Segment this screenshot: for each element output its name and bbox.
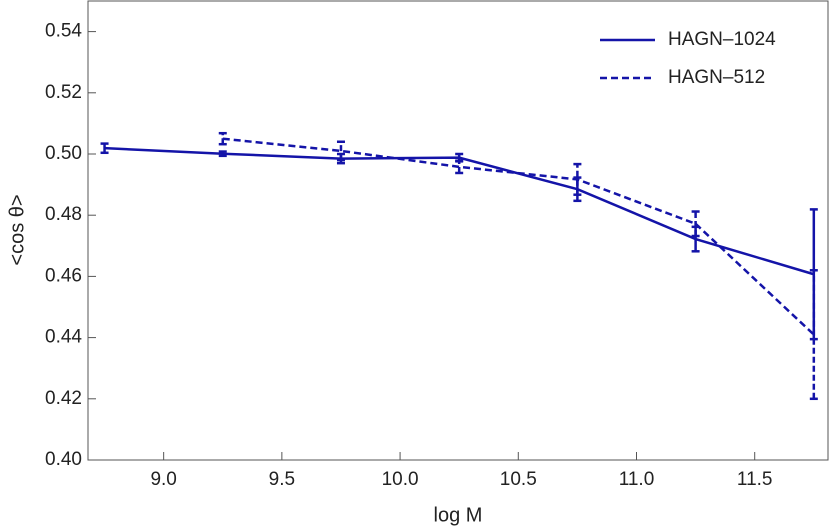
y-tick-label: 0.44 [45, 327, 82, 348]
x-tick-label: 9.0 [150, 469, 176, 490]
x-axis-title: log M [434, 504, 483, 526]
y-tick-label: 0.46 [45, 265, 82, 286]
y-axis-title: <cos θ> [6, 194, 28, 265]
legend-label: HAGN–1024 [668, 29, 776, 50]
y-tick-label: 0.42 [45, 388, 82, 409]
x-tick-label: 9.5 [269, 469, 295, 490]
x-tick-label: 11.0 [619, 469, 655, 490]
series-line [222, 137, 697, 225]
y-tick-label: 0.50 [45, 143, 82, 164]
y-tick-label: 0.48 [45, 204, 82, 225]
x-tick-label: 11.5 [737, 469, 773, 490]
y-tick-label: 0.40 [45, 449, 82, 470]
series-line [694, 222, 815, 336]
x-tick-label: 10.0 [382, 469, 419, 490]
x-tick-label: 10.5 [500, 469, 537, 490]
plot-frame [87, 0, 829, 461]
y-tick-label: 0.54 [45, 21, 82, 42]
legend-label: HAGN–512 [668, 67, 765, 88]
y-tick-label: 0.52 [45, 82, 82, 103]
